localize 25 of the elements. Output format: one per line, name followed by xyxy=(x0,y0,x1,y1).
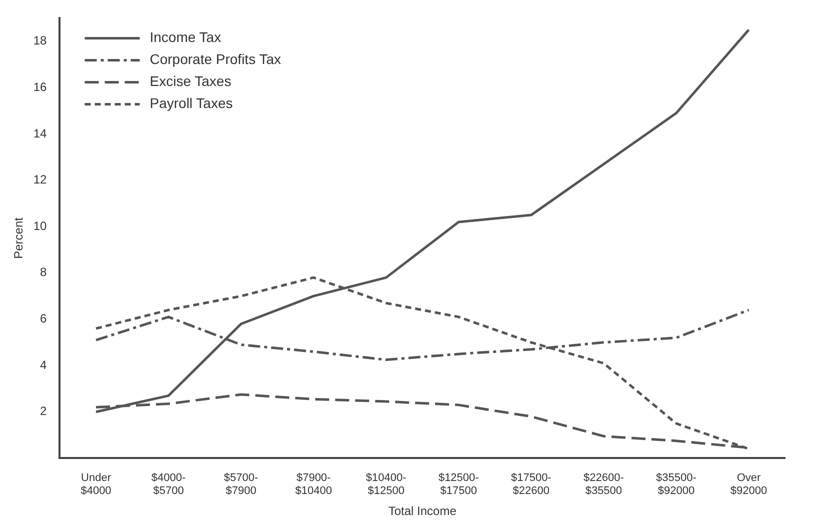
x-tick-label: $10400- $12500 xyxy=(366,472,407,498)
legend-label: Excise Taxes xyxy=(150,73,232,90)
x-tick-label: $35500- $92000 xyxy=(656,472,697,498)
x-tick-label: $5700- $7900 xyxy=(224,472,259,498)
x-tick-label: $12500- $17500 xyxy=(438,472,480,498)
y-tick-label: 4 xyxy=(40,358,48,372)
x-tick-label: $17500- $22600 xyxy=(510,472,552,498)
y-tick-label: 14 xyxy=(33,126,48,140)
legend-label: Corporate Profits Tax xyxy=(150,51,281,68)
x-tick-label: Under $4000 xyxy=(80,472,112,498)
y-tick-label: 6 xyxy=(40,312,48,326)
y-axis-title: Percent xyxy=(12,216,26,259)
y-tick-label: 12 xyxy=(33,172,48,187)
legend-label: Payroll Taxes xyxy=(150,95,233,112)
y-tick-label: 2 xyxy=(40,404,48,418)
y-tick-label: 18 xyxy=(33,34,48,48)
y-tick-label: 16 xyxy=(33,80,48,94)
x-tick-label: Over $92000 xyxy=(730,472,768,498)
legend-label: Income Tax xyxy=(150,29,222,46)
x-tick-label: $7900- $10400 xyxy=(295,472,332,498)
x-tick-label: $22600- $35500 xyxy=(584,472,624,498)
x-axis-title: Total Income xyxy=(388,504,457,518)
y-tick-label: 10 xyxy=(33,218,48,233)
x-tick-label: $4000- $5700 xyxy=(151,472,186,498)
y-tick-label: 8 xyxy=(40,265,48,280)
